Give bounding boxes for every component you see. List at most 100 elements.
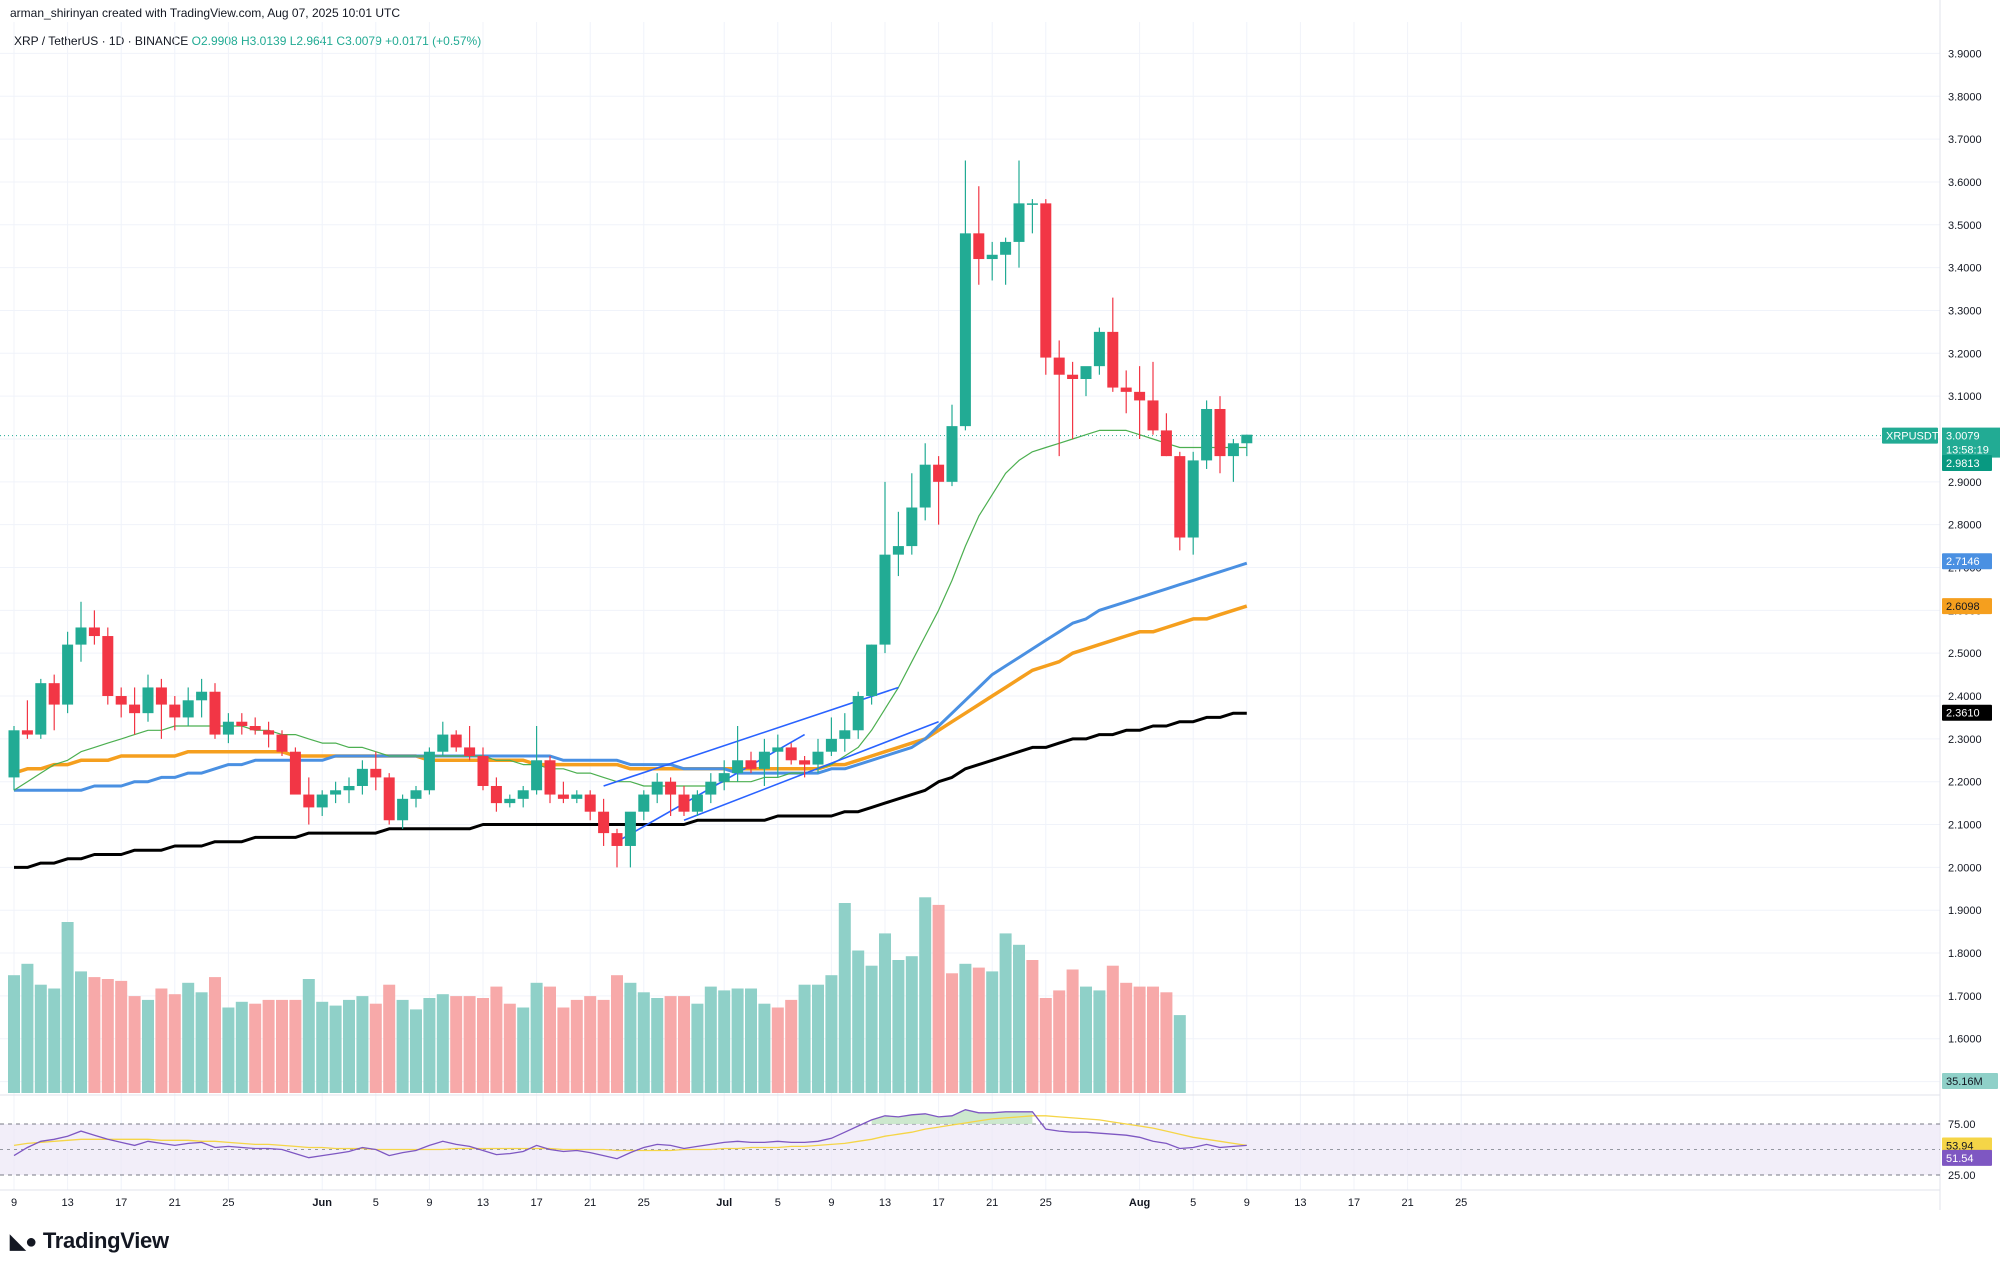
price-tick-label: 3.3000 [1948,305,1982,317]
price-tags: XRPUSDT 3.0079 13:58:192.9813 2.7146 2.6098 2… [1882,427,2000,1166]
price-tick-label: 2.8000 [1948,520,1982,532]
volume-bar [182,982,195,1093]
volume-bar [1053,990,1066,1093]
candle-body [62,644,74,705]
candle-body [169,704,181,718]
rsi-ma-line [13,1115,1247,1152]
volume-bar [678,996,690,1093]
rsi-pane: 75.00 25.00 [0,1109,1976,1182]
candle-body [584,794,596,812]
volume-bar [865,965,878,1093]
volume-bar [905,956,918,1093]
volume-bar [798,984,811,1093]
candle-body [946,426,958,482]
candle-body [571,794,583,799]
volume-bar [758,1003,771,1093]
candle-body [1107,331,1119,388]
time-tick-label: Jun [312,1197,332,1209]
candle-body [866,644,878,697]
price-tick-label: 3.9000 [1948,48,1982,60]
ma-blue-tag-bg [1942,553,1992,570]
rsi-line [13,1109,1247,1160]
volume-bar [892,960,905,1093]
volume-bar [946,973,958,1093]
volume-bar [704,986,717,1093]
time-tick-label: 9 [1244,1197,1250,1209]
ma-orange-line [13,604,1248,775]
trendline [603,686,899,787]
volume-bar [745,988,757,1093]
price-tick-label: 3.7000 [1948,134,1982,146]
price-axis: 3.9000 3.8000 3.7000 3.6000 3.5000 3.4000 3.30… [1948,48,1982,1088]
time-tick-label: 21 [169,1197,181,1209]
price-tick-label: 3.5000 [1948,220,1982,232]
time-axis: 9 13 17 21 25 Jun 5 9 13 17 21 25 Jul 5 9 13 17 21 25 Aug 5 9… [11,1197,1467,1209]
price-tick-label: 2.5000 [1948,648,1982,660]
candle-body [691,794,703,812]
volume-bar [410,1009,422,1093]
candle-body [1187,460,1199,538]
candle-body [852,696,864,731]
candle-body [1201,408,1213,461]
volume-bar [302,979,315,1093]
price-tick-label: 2.1000 [1948,820,1982,832]
candle-body [1013,203,1025,242]
candle-body [142,687,154,714]
price-tick-label: 1.8000 [1948,948,1982,960]
volume-bar [142,999,154,1093]
ma-blue-line [14,561,1248,792]
volume-bar [597,999,610,1093]
candle-body [517,790,529,799]
volume-bar [771,1007,784,1093]
price-tick-label: 2.2000 [1948,777,1982,789]
volume-bar [222,1007,235,1093]
rsi-tag-bg [1942,1149,1992,1166]
time-tick-label: 13 [477,1197,489,1209]
candle-body [1241,434,1253,444]
volume-bar [436,994,449,1093]
volume-bar [785,999,798,1093]
candle-body [665,781,677,795]
volume-bar [195,992,208,1093]
candle-body [544,760,556,795]
volume-bar [517,1007,530,1093]
symbol-tag: XRPUSDT [1886,431,1939,443]
candle-body [222,721,234,735]
candle-body [356,768,368,786]
volume-bar [1026,960,1039,1093]
candles [8,160,1253,868]
time-tick-label: 17 [530,1197,542,1209]
volume-bar [1120,982,1133,1093]
candle-body [477,755,489,786]
candle-body [1134,391,1146,401]
volume-bar [88,977,101,1093]
candle-body [1080,366,1092,380]
volume-bar [838,903,851,1093]
symbol-title[interactable]: XRP / TetherUS · 1D · BINANCE [14,34,189,48]
candle-body [1120,387,1132,392]
ma-orange-tag-bg [1942,598,1992,615]
countdown-value: 13:58:19 [1946,445,1989,457]
volume-bar [557,1007,570,1093]
time-tick-label: 5 [775,1197,781,1209]
volume-bar [48,988,61,1093]
ohlc-values: O2.9908 H3.0139 L2.9641 C3.0079 +0.0171 … [191,34,482,48]
candle-body [1040,203,1052,358]
candle-body [209,691,221,735]
candle-body [397,798,409,821]
volume-bar [209,977,221,1093]
candle-body [1160,430,1172,457]
candle-body [249,726,261,731]
tradingview-brand[interactable]: ◣● TradingView [10,1228,169,1254]
symbol-legend[interactable]: XRP / TetherUS · 1D · BINANCE O2.9908 H3… [14,34,481,48]
volume-bar [168,994,181,1093]
time-tick-label: 5 [1190,1197,1196,1209]
candle-body [316,794,328,808]
time-tick-label: 17 [1348,1197,1360,1209]
candle-body [102,636,114,697]
time-tick-label: Aug [1129,1197,1150,1209]
candle-body [1174,456,1186,538]
candle-body [35,683,47,735]
candle-body [21,730,33,735]
